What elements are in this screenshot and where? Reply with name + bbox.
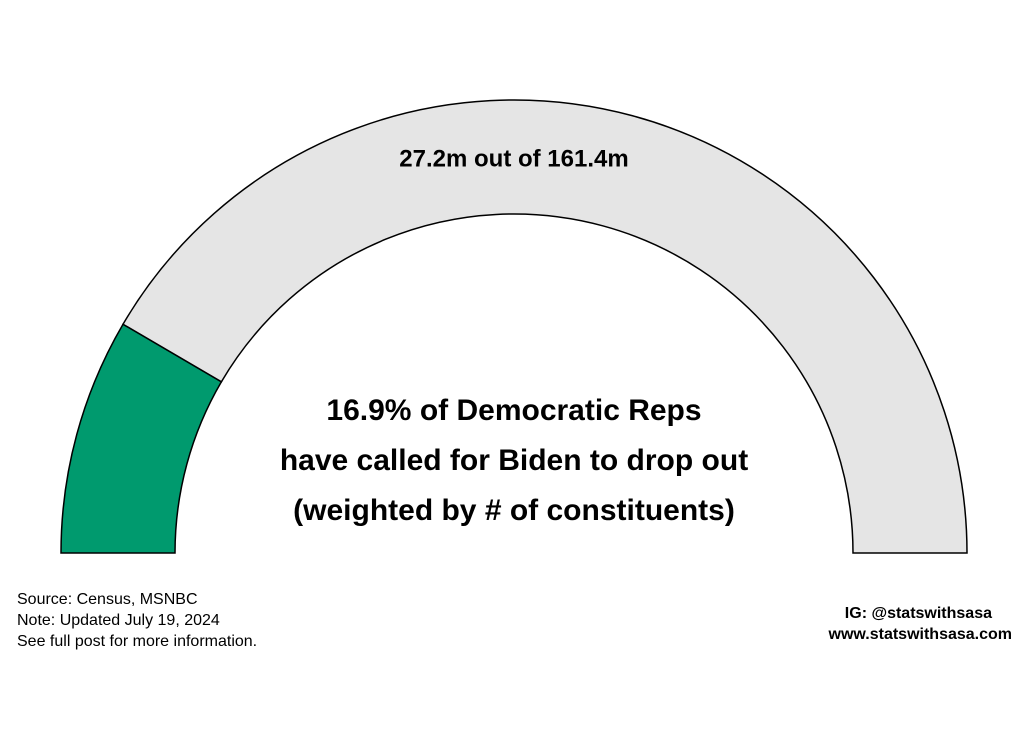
gauge-label: 27.2m out of 161.4m [399,145,628,172]
footer-note: See full post for more information. [17,633,257,650]
headline: have called for Biden to drop out [280,444,748,477]
credit: www.statswithsasa.com [828,626,1012,643]
footer-note: Note: Updated July 19, 2024 [17,612,220,629]
headline: 16.9% of Democratic Reps [326,394,701,427]
headline: (weighted by # of constituents) [293,494,735,527]
gauge-empty [121,99,968,554]
footer-note: Source: Census, MSNBC [17,591,198,608]
credit: IG: @statswithsasa [845,605,992,622]
